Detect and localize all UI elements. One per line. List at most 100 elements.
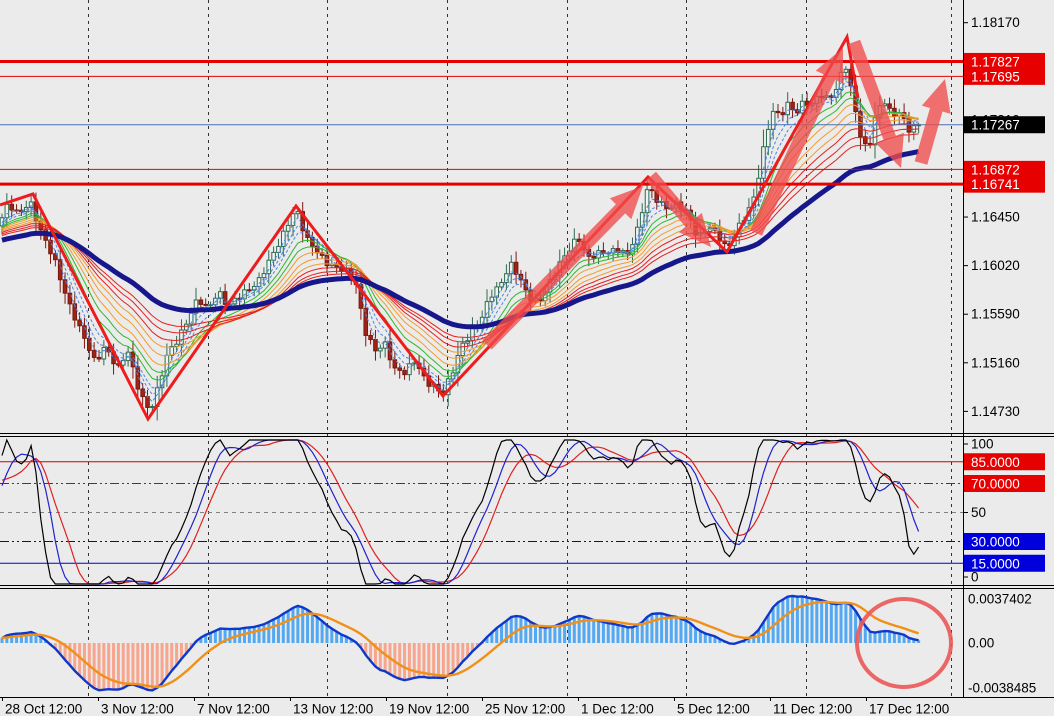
highlight-ellipse[interactable] — [855, 597, 953, 689]
time-tick-label[interactable]: 25 Nov 12:00 — [485, 702, 565, 716]
panel-borders — [0, 0, 1054, 698]
macd-bar-positive — [524, 618, 528, 643]
macd-bar-positive — [820, 600, 824, 643]
oscillator-level-label-box[interactable] — [964, 533, 1045, 550]
macd-bar-positive — [218, 628, 222, 643]
macd-bar-positive — [863, 625, 867, 643]
trend-arrows[interactable] — [482, 39, 951, 350]
time-tick-label[interactable]: 5 Dec 12:00 — [677, 702, 750, 716]
level-price-label-box[interactable] — [964, 67, 1045, 85]
macd-bar-negative — [116, 643, 120, 690]
time-tick-label[interactable]: 3 Nov 12:00 — [101, 702, 174, 716]
oscillator-level-label-box[interactable] — [964, 475, 1045, 492]
time-tick-label[interactable]: 19 Nov 12:00 — [389, 702, 469, 716]
macd-bar-positive — [209, 632, 213, 643]
candle-bear — [48, 239, 53, 255]
candle-bull — [217, 291, 223, 299]
oscillator-level-label[interactable]: 15.0000 — [971, 556, 1020, 571]
oscillator-level-label[interactable]: 85.0000 — [971, 455, 1020, 470]
macd-bar-positive — [514, 616, 518, 643]
macd-bar-positive — [296, 605, 300, 643]
macd-bar-positive — [529, 621, 533, 643]
macd-bar-positive — [810, 598, 814, 643]
macd-bar-negative — [170, 643, 174, 671]
candle-bear — [863, 136, 868, 144]
level-price-label[interactable]: 1.16741 — [971, 177, 1020, 192]
trend-arrow-down[interactable] — [646, 171, 711, 247]
candle-bull — [193, 299, 199, 314]
time-tick-label[interactable]: 11 Dec 12:00 — [773, 702, 852, 716]
macd-bar-positive — [548, 626, 552, 643]
candle-bull — [184, 323, 189, 331]
oscillator-line-slow — [1, 439, 920, 585]
ma-line-green — [1, 91, 919, 381]
oscillator-level-label-box[interactable] — [964, 554, 1045, 572]
macd-bar-positive — [281, 613, 285, 643]
time-tick-label[interactable]: 1 Dec 12:00 — [581, 702, 654, 716]
candle-bear — [402, 369, 407, 376]
macd-bar-positive — [349, 639, 353, 643]
macd-bar-positive — [252, 626, 256, 643]
candle-bear — [203, 303, 208, 306]
macd-bar-positive — [698, 631, 702, 643]
level-price-label-box[interactable] — [964, 175, 1045, 193]
time-tick-label[interactable]: 28 Oct 12:00 — [5, 702, 82, 716]
candle-bear — [222, 291, 228, 305]
macd-bar-negative — [407, 643, 411, 680]
macd-main-line — [1, 594, 919, 692]
oscillator-level-label[interactable]: 70.0000 — [971, 477, 1020, 492]
oscillator-level-label-box[interactable] — [964, 453, 1045, 471]
macd-bar-positive — [39, 636, 43, 643]
trend-arrow-up[interactable] — [482, 186, 643, 350]
candle-bear — [91, 349, 97, 358]
oscillator-lines — [1, 438, 920, 585]
candle-bear — [96, 356, 102, 360]
oscillator-level-label[interactable]: 30.0000 — [971, 535, 1020, 550]
time-tick-label[interactable]: 13 Nov 12:00 — [293, 702, 373, 716]
macd-bar-positive — [703, 633, 707, 643]
macd-bar-negative — [417, 643, 421, 678]
candle-bull — [785, 101, 791, 116]
current-price-label-box[interactable] — [964, 116, 1045, 134]
candle-bear — [145, 396, 150, 408]
candle-bear — [324, 254, 330, 267]
macd-bar-positive — [553, 626, 557, 643]
level-price-label[interactable]: 1.17695 — [971, 69, 1020, 84]
level-price-label[interactable]: 1.17827 — [971, 54, 1020, 69]
macd-bar-positive — [854, 610, 858, 643]
macd-bar-negative — [131, 643, 135, 685]
macd-bar-negative — [102, 643, 106, 690]
trend-arrow-up[interactable] — [750, 48, 843, 236]
macd-bar-positive — [267, 621, 271, 643]
current-price-label[interactable]: 1.17267 — [971, 118, 1020, 133]
macd-bar-positive — [669, 616, 673, 643]
macd-bar-positive — [834, 604, 838, 643]
candle-bear — [387, 341, 393, 361]
macd-bar-negative — [383, 643, 387, 672]
time-tick-label[interactable]: 7 Nov 12:00 — [197, 702, 270, 716]
level-price-label-box[interactable] — [964, 52, 1045, 70]
level-price-label-box[interactable] — [964, 160, 1045, 178]
macd-bar-positive — [917, 640, 921, 643]
macd-bar-positive — [325, 625, 329, 643]
candle-bull — [770, 110, 776, 130]
macd-bar-positive — [344, 636, 348, 643]
trend-arrow-down[interactable] — [847, 39, 904, 169]
macd-bar-positive — [204, 634, 208, 643]
macd-bar-positive — [795, 596, 799, 643]
zigzag-line[interactable] — [0, 32, 860, 422]
macd-bar-positive — [587, 618, 591, 643]
time-tick-label[interactable]: 17 Dec 12:00 — [869, 702, 949, 716]
level-price-label[interactable]: 1.16872 — [971, 162, 1020, 177]
macd-bar-positive — [19, 633, 23, 643]
macd-bar-positive — [849, 605, 853, 643]
macd-bar-positive — [883, 631, 887, 643]
macd-bar-negative — [107, 643, 111, 690]
macd-axis-label: 0.0037402 — [968, 592, 1032, 607]
candle-bull — [460, 342, 466, 356]
macd-bar-positive — [786, 596, 790, 643]
oscillator-levels — [0, 461, 963, 564]
trend-arrow-up[interactable] — [914, 79, 951, 165]
